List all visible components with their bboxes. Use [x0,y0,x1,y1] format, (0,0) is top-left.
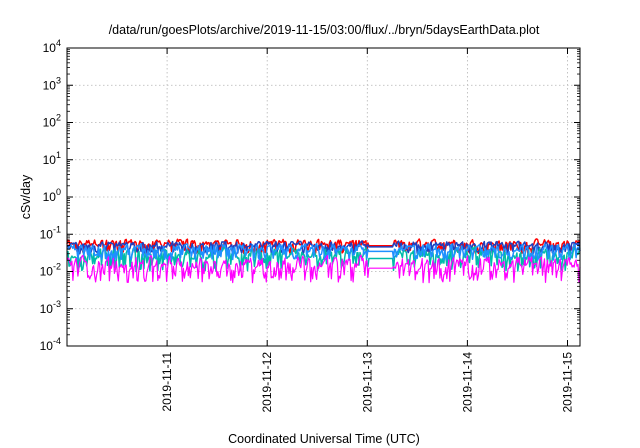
y-tick-exponent: 0 [56,187,61,197]
y-tick-label: 103 [43,75,61,92]
y-tick-base: 10 [40,302,54,316]
y-tick-label: 10-4 [40,336,61,353]
y-tick-exponent: 2 [56,113,61,123]
y-tick-base: 10 [40,227,54,241]
x-tick-label: 2019-11-11 [160,352,174,412]
y-tick-label: 10-1 [40,224,61,241]
x-tick-label: 2019-11-13 [360,352,374,413]
y-tick-exponent: -3 [53,299,61,309]
y-tick-base: 10 [40,339,54,353]
y-tick-base: 10 [43,78,57,92]
y-axis-label: cSv/day [19,174,33,219]
x-tick-label: 2019-11-15 [560,352,574,413]
y-tick-exponent: -2 [53,262,61,272]
y-tick-exponent: -1 [53,224,61,234]
y-tick-label: 100 [43,187,61,204]
y-tick-base: 10 [43,153,57,167]
y-tick-base: 10 [43,41,57,55]
x-tick-label: 2019-11-14 [460,352,474,413]
y-tick-label: 102 [43,113,61,130]
y-tick-label: 10-3 [40,299,61,316]
grid [67,48,580,346]
y-tick-label: 101 [43,150,61,167]
series-group [66,238,581,284]
x-axis-label: Coordinated Universal Time (UTC) [228,432,420,446]
y-tick-exponent: 3 [56,75,61,85]
y-tick-base: 10 [40,265,54,279]
y-tick-base: 10 [43,116,57,130]
y-tick-exponent: 4 [56,38,61,48]
chart-title: /data/run/goesPlots/archive/2019-11-15/0… [109,23,540,37]
y-tick-base: 10 [43,190,57,204]
x-tick-label: 2019-11-12 [260,352,274,413]
y-tick-label: 10-2 [40,262,61,279]
x-axis: 2019-11-11 2019-11-12 2019-11-13 2019-11-14… [160,48,574,413]
y-tick-exponent: 1 [56,150,61,160]
series-line [66,254,581,284]
y-tick-label: 104 [43,38,61,55]
y-tick-exponent: -4 [53,336,61,346]
series-line [66,242,581,262]
